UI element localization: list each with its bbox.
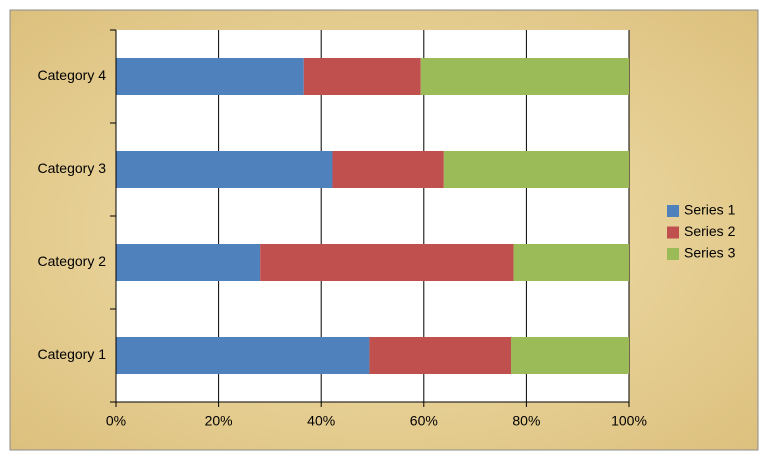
bar-segment bbox=[116, 244, 261, 281]
bar-segment bbox=[513, 244, 629, 281]
x-tick-label: 80% bbox=[512, 413, 540, 429]
bar-segment bbox=[443, 151, 629, 188]
x-tick-label: 60% bbox=[410, 413, 438, 429]
bar-segment bbox=[116, 58, 304, 95]
x-tick-label: 20% bbox=[205, 413, 233, 429]
bar-segment bbox=[420, 58, 629, 95]
x-tick-label: 0% bbox=[106, 413, 126, 429]
bar-segment bbox=[332, 151, 444, 188]
legend-swatch bbox=[667, 248, 679, 260]
bar-segment bbox=[369, 337, 512, 374]
bar-segment bbox=[260, 244, 514, 281]
legend-label: Series 3 bbox=[684, 245, 736, 261]
legend-label: Series 1 bbox=[684, 202, 736, 218]
x-tick-label: 100% bbox=[611, 413, 647, 429]
legend-swatch bbox=[667, 205, 679, 217]
bar-segment bbox=[511, 337, 629, 374]
legend-label: Series 2 bbox=[684, 223, 736, 239]
bar-segment bbox=[116, 337, 370, 374]
y-tick-label: Category 2 bbox=[38, 253, 107, 269]
legend-swatch bbox=[667, 226, 679, 239]
y-tick-label: Category 4 bbox=[38, 67, 107, 83]
bar-segment bbox=[116, 151, 333, 188]
x-tick-label: 40% bbox=[307, 413, 335, 429]
y-tick-label: Category 1 bbox=[38, 346, 107, 362]
y-tick-label: Category 3 bbox=[38, 160, 107, 176]
bar-segment bbox=[303, 58, 421, 95]
